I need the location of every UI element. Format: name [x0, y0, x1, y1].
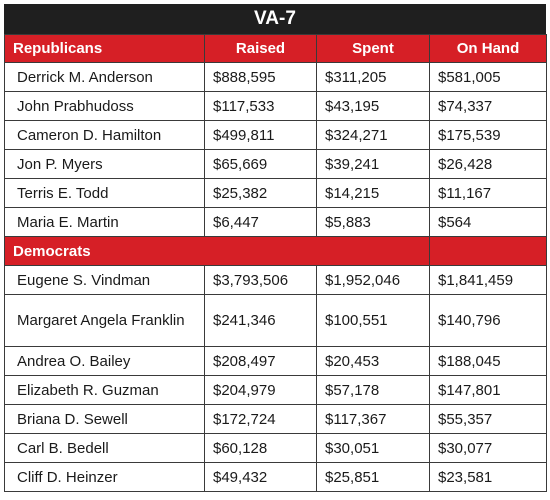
section-header-row: Democrats	[4, 236, 547, 266]
on-hand-cell: $175,539	[429, 120, 547, 150]
table-row: Andrea O. Bailey $208,497 $20,453 $188,045	[4, 346, 547, 376]
on-hand-cell: $147,801	[429, 375, 547, 405]
raised-cell: $241,346	[204, 294, 317, 347]
candidate-name-cell: Derrick M. Anderson	[4, 62, 205, 92]
candidate-name-cell: Cliff D. Heinzer	[4, 462, 205, 492]
spent-cell: $14,215	[316, 178, 430, 208]
on-hand-cell: $564	[429, 207, 547, 237]
spent-cell: $43,195	[316, 91, 430, 121]
candidate-name-cell: Carl B. Bedell	[4, 433, 205, 463]
spent-cell: $1,952,046	[316, 265, 430, 295]
table-row: Carl B. Bedell $60,128 $30,051 $30,077	[4, 433, 547, 463]
spent-cell: $20,453	[316, 346, 430, 376]
raised-cell: $117,533	[204, 91, 317, 121]
table-row: Cliff D. Heinzer $49,432 $25,851 $23,581	[4, 462, 547, 492]
spent-cell: $100,551	[316, 294, 430, 347]
spent-cell: $39,241	[316, 149, 430, 179]
finance-table-container: VA-7 Republicans Raised Spent On Hand De…	[4, 4, 547, 498]
header-row: Republicans Raised Spent On Hand	[4, 34, 547, 63]
table-row: Maria E. Martin $6,447 $5,883 $564	[4, 207, 547, 237]
on-hand-cell: $140,796	[429, 294, 547, 347]
on-hand-cell: $581,005	[429, 62, 547, 92]
candidate-name-cell: Elizabeth R. Guzman	[4, 375, 205, 405]
table-row: Terris E. Todd $25,382 $14,215 $11,167	[4, 178, 547, 208]
table-row: Jon P. Myers $65,669 $39,241 $26,428	[4, 149, 547, 179]
raised-cell: $3,793,506	[204, 265, 317, 295]
spent-cell: $5,883	[316, 207, 430, 237]
spent-cell: $57,178	[316, 375, 430, 405]
on-hand-cell: $30,077	[429, 433, 547, 463]
on-hand-cell: $188,045	[429, 346, 547, 376]
spent-cell: $30,051	[316, 433, 430, 463]
column-header-raised: Raised	[204, 34, 317, 63]
on-hand-cell: $1,841,459	[429, 265, 547, 295]
spent-cell: $117,367	[316, 404, 430, 434]
raised-cell: $204,979	[204, 375, 317, 405]
raised-cell: $25,382	[204, 178, 317, 208]
table-row: Eugene S. Vindman $3,793,506 $1,952,046 $1,…	[4, 265, 547, 295]
table-row: Cameron D. Hamilton $499,811 $324,271 $175,…	[4, 120, 547, 150]
candidate-name-cell: Maria E. Martin	[4, 207, 205, 237]
table-row: Elizabeth R. Guzman $204,979 $57,178 $147,8…	[4, 375, 547, 405]
table-row: Margaret Angela Franklin $241,346 $100,551…	[4, 294, 547, 347]
column-header-republicans: Republicans	[4, 34, 205, 63]
raised-cell: $208,497	[204, 346, 317, 376]
on-hand-cell: $11,167	[429, 178, 547, 208]
table-title: VA-7	[4, 4, 546, 34]
raised-cell: $49,432	[204, 462, 317, 492]
candidate-name-cell: Andrea O. Bailey	[4, 346, 205, 376]
column-header-spent: Spent	[316, 34, 430, 63]
column-header-on-hand: On Hand	[429, 34, 547, 63]
on-hand-cell: $74,337	[429, 91, 547, 121]
on-hand-cell: $23,581	[429, 462, 547, 492]
candidate-name-cell: Briana D. Sewell	[4, 404, 205, 434]
candidate-name-cell: Terris E. Todd	[4, 178, 205, 208]
raised-cell: $60,128	[204, 433, 317, 463]
finance-table-body: Republicans Raised Spent On Hand Derrick…	[4, 34, 547, 492]
section-label: Democrats	[4, 236, 430, 266]
table-row: Briana D. Sewell $172,724 $117,367 $55,357	[4, 404, 547, 434]
table-row: John Prabhudoss $117,533 $43,195 $74,337	[4, 91, 547, 121]
raised-cell: $6,447	[204, 207, 317, 237]
candidate-name-cell: Jon P. Myers	[4, 149, 205, 179]
raised-cell: $65,669	[204, 149, 317, 179]
finance-table: Republicans Raised Spent On Hand Derrick…	[4, 34, 547, 492]
candidate-name-cell: Eugene S. Vindman	[4, 265, 205, 295]
spent-cell: $324,271	[316, 120, 430, 150]
candidate-name-cell: Cameron D. Hamilton	[4, 120, 205, 150]
raised-cell: $888,595	[204, 62, 317, 92]
spent-cell: $311,205	[316, 62, 430, 92]
candidate-name-cell: Margaret Angela Franklin	[4, 294, 205, 347]
table-row: Derrick M. Anderson $888,595 $311,205 $581,…	[4, 62, 547, 92]
spent-cell: $25,851	[316, 462, 430, 492]
on-hand-cell: $26,428	[429, 149, 547, 179]
on-hand-cell: $55,357	[429, 404, 547, 434]
raised-cell: $499,811	[204, 120, 317, 150]
candidate-name-cell: John Prabhudoss	[4, 91, 205, 121]
section-header-filler	[429, 236, 547, 266]
raised-cell: $172,724	[204, 404, 317, 434]
